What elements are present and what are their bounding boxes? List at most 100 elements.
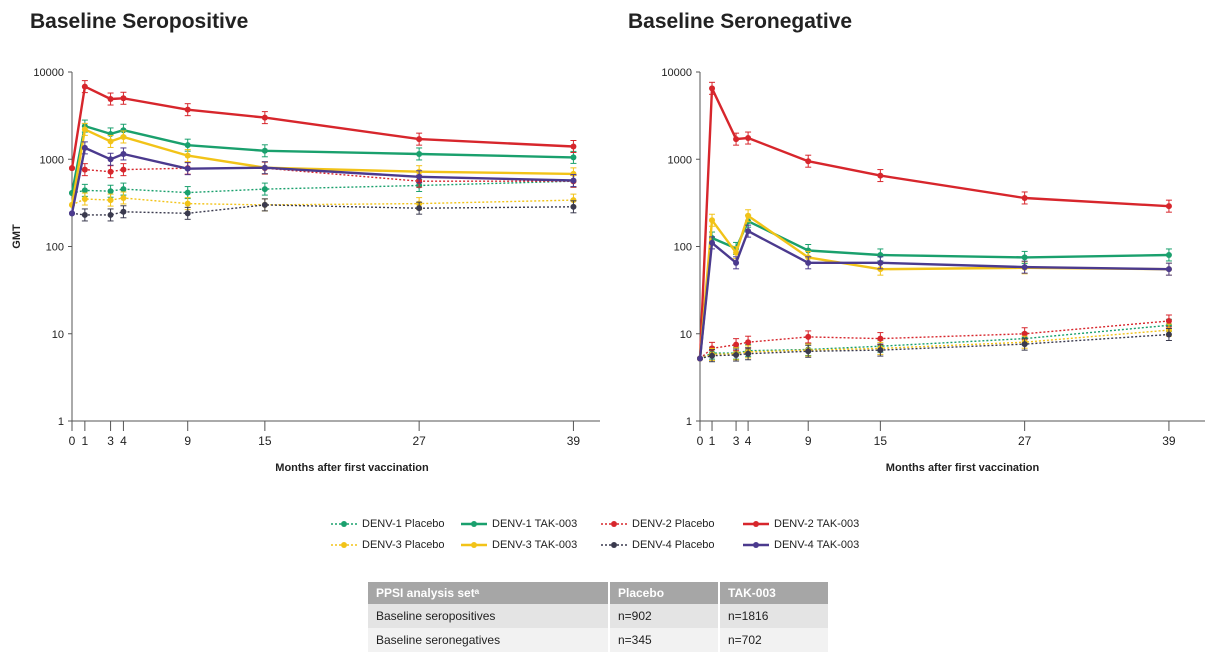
- data-point: [733, 259, 740, 266]
- legend: DENV-1 Placebo DENV-1 TAK-003 DENV-2 Pla…: [330, 518, 890, 551]
- data-point: [184, 142, 191, 149]
- data-point: [570, 197, 577, 204]
- x-tick-label: 4: [745, 434, 752, 448]
- legend-swatch: [461, 542, 487, 548]
- data-point: [107, 138, 114, 145]
- series-line: [699, 333, 1169, 360]
- legend-label: DENV-1 Placebo: [362, 518, 445, 530]
- legend-item: DENV-1 TAK-003: [460, 518, 600, 530]
- data-point: [261, 147, 268, 154]
- data-point: [1165, 331, 1172, 338]
- x-tick-label: 4: [120, 434, 127, 448]
- data-point: [184, 200, 191, 207]
- series-denv-2-tak-003: [697, 81, 1172, 362]
- x-tick-label: 3: [733, 434, 740, 448]
- data-point: [1021, 194, 1028, 201]
- y-tick-label: 100: [674, 242, 692, 254]
- chart-seronegative: 1 10 100 1000 10000 0 1 3 4 9 15 27 39 Months after f…: [661, 67, 1205, 474]
- series-line: [71, 204, 574, 216]
- table-header: PPSI analysis setᵃ: [368, 582, 610, 604]
- legend-item: DENV-3 TAK-003: [460, 539, 600, 551]
- data-point: [261, 186, 268, 193]
- data-point: [120, 150, 127, 157]
- x-tick-label: 0: [69, 434, 76, 448]
- data-point: [570, 203, 577, 210]
- data-point: [261, 201, 268, 208]
- x-axis-label: Months after first vaccination: [275, 462, 429, 474]
- data-point: [1165, 251, 1172, 258]
- x-tick-label: 39: [1162, 434, 1176, 448]
- data-point: [107, 211, 114, 218]
- x-tick-label: 39: [567, 434, 581, 448]
- y-axis-label: GMT: [11, 224, 23, 249]
- chart-seropositive: 1 10 100 1000 10000 0 1 3 4 9 15 27 39 Months after f…: [11, 67, 600, 474]
- x-tick-label: 9: [805, 434, 812, 448]
- legend-swatch: [601, 542, 627, 548]
- series-denv-4-tak-003: [69, 141, 577, 217]
- series-denv-4-tak-003: [697, 224, 1172, 362]
- data-point: [81, 187, 88, 194]
- series-line: [699, 320, 1169, 360]
- y-tick-label: 1000: [40, 154, 64, 166]
- legend-label: DENV-2 Placebo: [632, 518, 715, 530]
- legend-swatch: [331, 542, 357, 548]
- table-row: Baseline seropositives n=902 n=1816: [368, 604, 830, 628]
- data-point: [570, 143, 577, 150]
- data-point: [1165, 266, 1172, 273]
- series-denv-4-placebo: [69, 198, 577, 222]
- legend-swatch-marker: [753, 521, 759, 527]
- data-point: [416, 150, 423, 157]
- x-tick-label: 9: [184, 434, 191, 448]
- y-tick-label: 10000: [33, 67, 64, 79]
- data-point: [877, 172, 884, 179]
- data-point: [745, 135, 752, 142]
- series-line: [70, 85, 574, 169]
- legend-swatch: [461, 521, 487, 527]
- data-point: [107, 168, 114, 175]
- series-line: [699, 329, 1169, 360]
- data-point: [184, 165, 191, 172]
- data-point: [805, 247, 812, 254]
- series-line: [70, 124, 574, 194]
- data-point: [733, 136, 740, 143]
- series-line: [698, 87, 1169, 359]
- data-point: [709, 217, 716, 224]
- data-point: [81, 211, 88, 218]
- data-point: [107, 156, 114, 163]
- data-point: [733, 249, 740, 256]
- table-cell: n=902: [609, 604, 720, 628]
- x-tick-label: 0: [697, 434, 704, 448]
- table-row: Baseline seronegatives n=345 n=702: [368, 628, 830, 652]
- series-line: [70, 128, 574, 206]
- series-line: [70, 146, 574, 214]
- y-tick-label: 1: [58, 416, 64, 428]
- table-header: Placebo: [609, 582, 720, 604]
- x-axis-label: Months after first vaccination: [886, 462, 1040, 474]
- data-point: [416, 173, 423, 180]
- data-point: [733, 341, 740, 348]
- data-point: [81, 144, 88, 151]
- legend-item: DENV-1 Placebo: [330, 518, 460, 530]
- legend-swatch-marker: [471, 542, 477, 548]
- analysis-set-table: PPSI analysis setᵃ Placebo TAK-003 Basel…: [368, 582, 830, 652]
- y-tick-label: 100: [46, 242, 64, 254]
- series-line: [699, 324, 1169, 360]
- data-point: [805, 333, 812, 340]
- legend-label: DENV-2 TAK-003: [774, 518, 860, 530]
- y-tick-label: 10000: [661, 67, 692, 79]
- series-line: [698, 229, 1169, 359]
- data-point: [697, 355, 703, 362]
- data-point: [1021, 341, 1028, 348]
- series-line: [698, 214, 1169, 359]
- x-tick-label: 15: [874, 434, 888, 448]
- data-point: [745, 350, 752, 357]
- data-point: [805, 348, 812, 355]
- table-cell: n=702: [719, 628, 830, 652]
- data-point: [120, 133, 127, 140]
- data-point: [184, 189, 191, 196]
- legend-swatch-marker: [471, 521, 477, 527]
- data-point: [69, 210, 75, 217]
- y-tick-label: 10: [680, 329, 692, 341]
- x-tick-label: 15: [258, 434, 272, 448]
- table-cell: n=345: [609, 628, 720, 652]
